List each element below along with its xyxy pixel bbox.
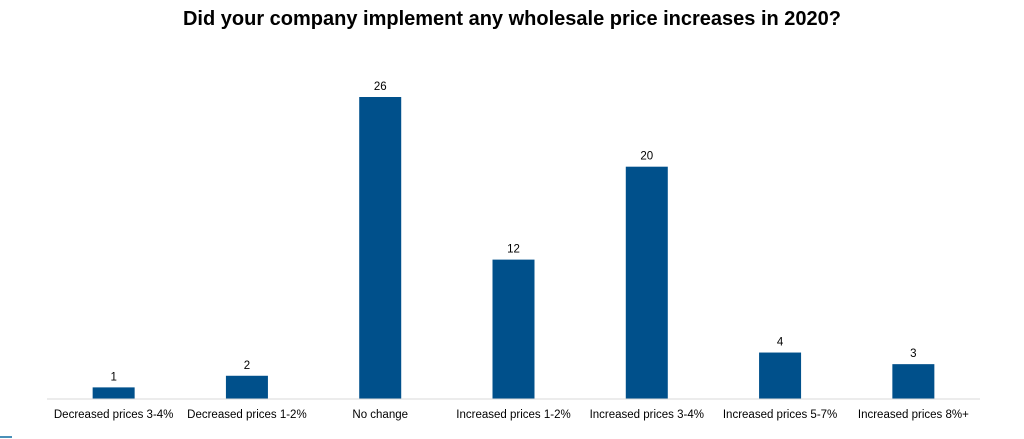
x-tick-labels-group: Decreased prices 3-4% Decreased prices 1-…: [54, 409, 969, 421]
x-tick-label-2: Decreased prices 1-2%: [187, 409, 307, 421]
bar-7: [892, 364, 935, 399]
bars-group: [92, 97, 935, 399]
data-label-1: 1: [110, 371, 116, 383]
data-label-4: 12: [507, 244, 520, 256]
x-tick-label-6: Increased prices 5-7%: [723, 409, 837, 421]
bar-2: [225, 375, 268, 399]
bar-3: [359, 97, 402, 399]
data-label-2: 2: [244, 360, 250, 372]
bar-5: [625, 166, 668, 399]
data-label-7: 3: [910, 348, 916, 360]
x-tick-label-1: Decreased prices 3-4%: [54, 409, 174, 421]
x-tick-label-4: Increased prices 1-2%: [456, 409, 570, 421]
data-label-5: 20: [640, 151, 653, 163]
corner-mark: [0, 436, 12, 438]
bar-1: [92, 387, 135, 399]
x-tick-label-5: Increased prices 3-4%: [590, 409, 704, 421]
x-tick-label-3: No change: [352, 409, 408, 421]
chart-title: Did your company implement any wholesale…: [182, 8, 842, 30]
x-tick-label-7: Increased prices 8%+: [858, 409, 969, 421]
data-label-6: 4: [777, 337, 784, 349]
bar-6: [759, 352, 802, 399]
bar-4: [492, 259, 535, 399]
data-label-3: 26: [374, 81, 387, 93]
